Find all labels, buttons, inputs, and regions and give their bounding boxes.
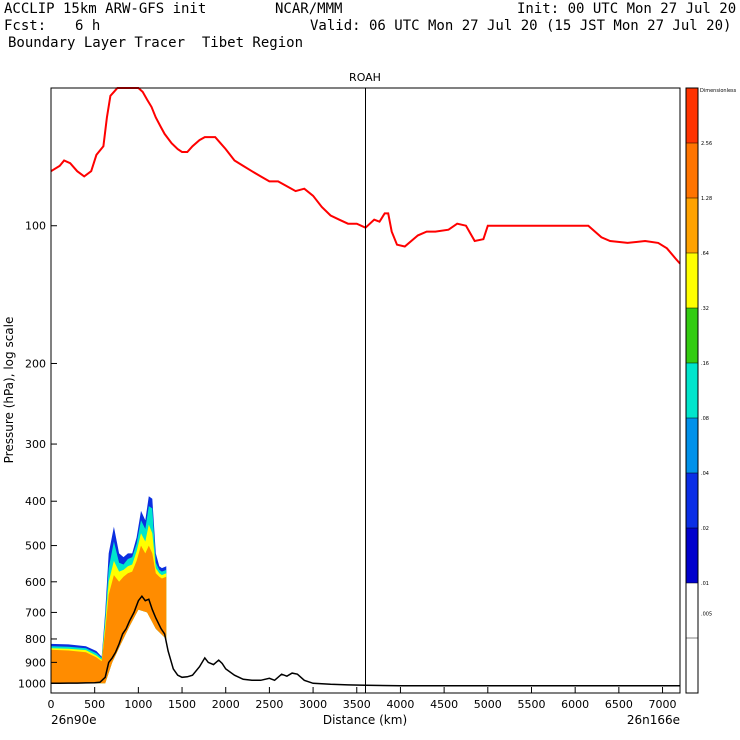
colorbar-segment — [686, 198, 698, 253]
colorbar-level-label: .01 — [701, 581, 709, 587]
x-tick-label: 3500 — [343, 698, 371, 711]
boundary-layer-top-line — [51, 594, 680, 687]
colorbar-segment — [686, 638, 698, 693]
header-model: ACCLIP 15km ARW-GFS init — [4, 1, 207, 17]
colorbar-segment — [686, 528, 698, 583]
x-start-label: 26n90e — [51, 713, 97, 727]
colorbar-segment — [686, 308, 698, 363]
x-tick-label: 5000 — [474, 698, 502, 711]
colorbar-segment — [686, 363, 698, 418]
y-tick-label: 800 — [25, 633, 46, 646]
y-tick-label: 200 — [25, 357, 46, 370]
x-tick-label: 2000 — [212, 698, 240, 711]
x-tick-label: 6500 — [605, 698, 633, 711]
x-tick-label: 6000 — [561, 698, 589, 711]
colorbar-frame — [685, 87, 699, 694]
x-tick-label: 4000 — [386, 698, 414, 711]
colorbar-level-label: .64 — [701, 251, 709, 257]
x-tick-label: 2500 — [255, 698, 283, 711]
axes: 0 500 1000 1500 2000 2500 3000 3500 4000 4500 5000… — [18, 220, 677, 711]
x-tick-label: 4500 — [430, 698, 458, 711]
colorbar-level-label: .32 — [701, 306, 709, 312]
y-tick-label: 100 — [25, 220, 46, 233]
x-tick-label: 0 — [48, 698, 55, 711]
x-end-label: 26n166e — [627, 713, 680, 727]
colorbar-title: Dimensionless — [700, 88, 737, 94]
colorbar-segment — [686, 143, 698, 198]
colorbar-level-label: 1.28 — [701, 196, 712, 202]
x-tick-label: 7000 — [649, 698, 677, 711]
colorbar-segment — [686, 253, 698, 308]
plot-frame — [50, 87, 681, 694]
y-tick-label: 600 — [25, 576, 46, 589]
header-init: Init: 00 UTC Mon 27 Jul 20 — [517, 1, 737, 17]
x-tick-label: 1000 — [124, 698, 152, 711]
y-tick-label: 500 — [25, 540, 46, 553]
x-tick-label: 3000 — [299, 698, 327, 711]
colorbar-segment — [686, 418, 698, 473]
x-tick-label: 5500 — [517, 698, 545, 711]
y-axis-label: Pressure (hPa), log scale — [2, 317, 16, 464]
colorbar-level-label: .02 — [701, 526, 709, 532]
y-tick-label: 900 — [25, 656, 46, 669]
x-tick-label: 500 — [84, 698, 105, 711]
header-field: Boundary Layer Tracer Tibet Region — [8, 35, 304, 51]
y-tick-label: 400 — [25, 495, 46, 508]
colorbar-segment — [686, 583, 698, 638]
header-fcst-label: Fcst: — [4, 18, 47, 34]
tracer-band-3 — [51, 545, 167, 684]
y-tick-label: 700 — [25, 606, 46, 619]
colorbar-level-label: .04 — [701, 471, 709, 477]
header-org: NCAR/MMM — [275, 1, 343, 17]
colorbar-segment — [686, 473, 698, 528]
colorbar-level-label: .08 — [701, 416, 709, 422]
y-tick-label: 1000 — [18, 677, 46, 690]
header-fcst-value: 6 h — [75, 18, 101, 34]
colorbar-segment — [686, 88, 698, 143]
x-axis-label: Distance (km) — [323, 713, 407, 727]
colorbar: .005 .01 .02 .04 .08 .16 .32 .64 1.28 2.56 Dimensi… — [685, 87, 737, 694]
x-tick-label: 1500 — [168, 698, 196, 711]
colorbar-level-label: 2.56 — [701, 141, 712, 147]
header-valid: Valid: 06 UTC Mon 27 Jul 20 (15 JST Mon … — [310, 18, 732, 34]
colorbar-level-label: .16 — [701, 361, 709, 367]
colorbar-level-label: .005 — [701, 611, 712, 617]
tracer-fills — [51, 496, 167, 684]
y-tick-label: 300 — [25, 438, 46, 451]
chart-title: ROAH — [349, 71, 381, 84]
